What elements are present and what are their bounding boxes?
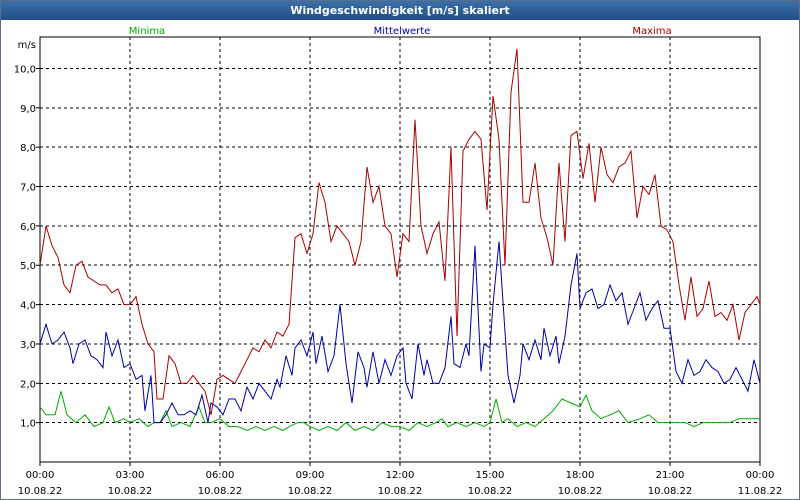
x-tick-date: 10.08.22 bbox=[378, 486, 423, 497]
y-tick-label: 10,0 bbox=[14, 64, 36, 75]
series-line-mittelwerte bbox=[39, 241, 761, 424]
legend-maxima: Maxima bbox=[632, 26, 671, 37]
x-tick-date: 10.08.22 bbox=[198, 486, 243, 497]
legend-mittelwerte: Mittelwerte bbox=[374, 26, 431, 37]
x-tick-time: 21:00 bbox=[656, 470, 685, 481]
y-tick-label: 9,0 bbox=[20, 104, 36, 115]
chart-title: Windgeschwindigkeit [m/s] skaliert bbox=[1, 1, 799, 20]
x-tick-date: 11.08.22 bbox=[738, 486, 783, 497]
y-tick-label: 5,0 bbox=[20, 261, 36, 272]
plot-border bbox=[39, 36, 761, 463]
y-tick-label: 4,0 bbox=[20, 301, 36, 312]
x-tick-date: 10.08.22 bbox=[108, 486, 153, 497]
y-tick-label: 3,0 bbox=[20, 340, 36, 351]
y-tick-label: 2,0 bbox=[20, 379, 36, 390]
x-tick-time: 09:00 bbox=[296, 470, 325, 481]
x-tick-time: 12:00 bbox=[386, 470, 415, 481]
x-tick-time: 15:00 bbox=[476, 470, 505, 481]
x-tick-date: 10.08.22 bbox=[648, 486, 693, 497]
x-tick-date: 10.08.22 bbox=[558, 486, 603, 497]
x-tick-time: 03:00 bbox=[116, 470, 145, 481]
x-tick-date: 10.08.22 bbox=[18, 486, 63, 497]
y-axis-label: m/s bbox=[18, 40, 36, 51]
x-tick-date: 10.08.22 bbox=[288, 486, 333, 497]
series-line-minima bbox=[39, 391, 760, 432]
series-line-maxima bbox=[39, 48, 761, 415]
y-tick-label: 1,0 bbox=[20, 419, 36, 430]
y-tick-label: 6,0 bbox=[20, 222, 36, 233]
x-tick-time: 00:00 bbox=[746, 470, 775, 481]
y-tick-label: 8,0 bbox=[20, 143, 36, 154]
x-tick-date: 10.08.22 bbox=[468, 486, 513, 497]
legend-minima: Minima bbox=[129, 26, 165, 37]
x-tick-time: 06:00 bbox=[206, 470, 235, 481]
x-tick-time: 00:00 bbox=[26, 470, 55, 481]
x-tick-time: 18:00 bbox=[566, 470, 595, 481]
y-tick-label: 7,0 bbox=[20, 183, 36, 194]
